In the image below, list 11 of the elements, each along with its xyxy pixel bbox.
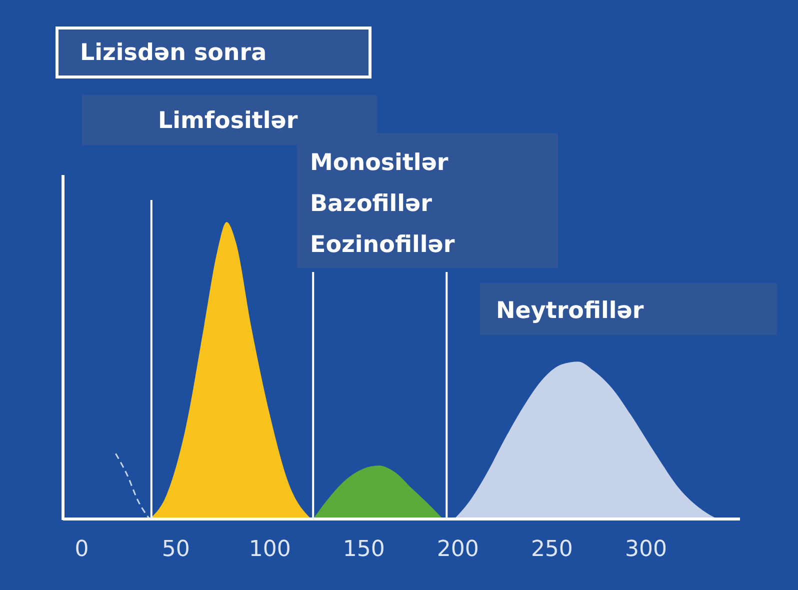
annotation: Monositlər Bazofillər Eozinofillər xyxy=(310,150,456,258)
x-tick-label: 100 xyxy=(248,537,291,562)
x-tick-label: 150 xyxy=(342,537,385,562)
chart-title: Lizisdən sonra xyxy=(80,40,267,66)
x-tick-label: 50 xyxy=(162,537,190,562)
x-tick-label: 200 xyxy=(436,537,479,562)
text: Limfositlər xyxy=(158,108,298,134)
x-tick-label: 0 xyxy=(74,537,89,562)
annotation: Neytrofillər xyxy=(496,298,644,324)
x-tick-label: 300 xyxy=(624,537,667,562)
x-tick-label: 250 xyxy=(530,537,573,562)
